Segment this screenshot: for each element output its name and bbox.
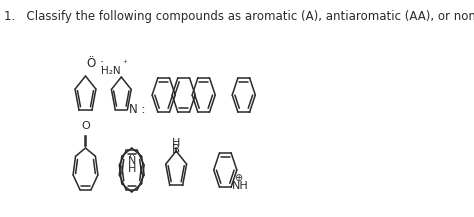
Text: H: H (128, 164, 136, 174)
Text: O: O (81, 121, 90, 131)
Text: H₂N: H₂N (101, 66, 121, 76)
Text: N :: N : (128, 103, 145, 116)
Text: ⊕: ⊕ (234, 173, 242, 183)
Text: ··: ·· (129, 151, 135, 161)
Text: H: H (172, 138, 181, 148)
Text: NH: NH (232, 181, 249, 191)
Text: B: B (172, 143, 180, 156)
Text: 1.   Classify the following compounds as aromatic (A), antiaromatic (AA), or non: 1. Classify the following compounds as a… (4, 10, 474, 23)
Text: ⁺: ⁺ (122, 59, 127, 68)
Text: Ö :: Ö : (87, 57, 104, 70)
Text: N: N (128, 156, 136, 166)
